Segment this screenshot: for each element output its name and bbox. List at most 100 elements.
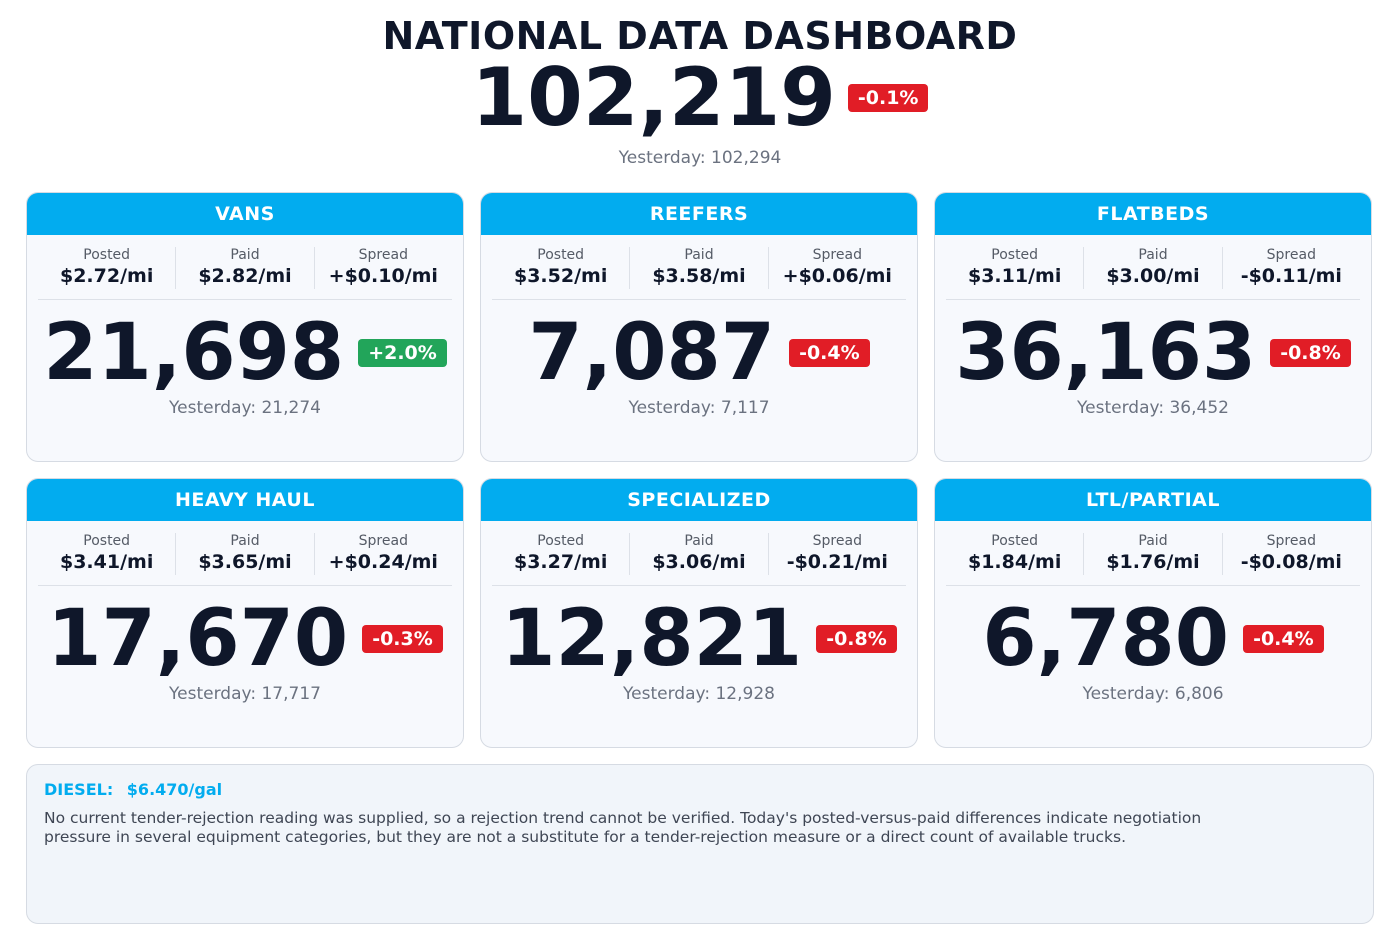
posted-rate: Posted $3.52/mi xyxy=(492,247,631,289)
spread-rate: Spread +$0.06/mi xyxy=(769,247,906,289)
posted-label: Posted xyxy=(537,247,585,263)
paid-rate: Paid $3.58/mi xyxy=(630,247,769,289)
rates-row: Posted $3.27/mi Paid $3.06/mi Spread -$0… xyxy=(492,521,906,586)
paid-rate: Paid $1.76/mi xyxy=(1084,533,1223,575)
total-row: 102,219 -0.1% xyxy=(0,56,1400,140)
total-change-badge: -0.1% xyxy=(847,84,929,112)
paid-rate: Paid $2.82/mi xyxy=(176,247,315,289)
card-heavy-haul: HEAVY HAUL Posted $3.41/mi Paid $3.65/mi… xyxy=(26,478,464,748)
market-note: No current tender-rejection reading was … xyxy=(44,809,1202,846)
change-badge: -0.3% xyxy=(362,625,443,653)
posted-label: Posted xyxy=(991,247,1039,263)
posted-rate: Posted $2.72/mi xyxy=(38,247,177,289)
yesterday-count: Yesterday: 36,452 xyxy=(1077,398,1229,418)
paid-value: $2.82/mi xyxy=(198,265,292,287)
posted-rate: Posted $3.11/mi xyxy=(946,247,1085,289)
spread-value: -$0.21/mi xyxy=(786,551,888,573)
change-badge: -0.4% xyxy=(1243,625,1324,653)
load-count: 36,163 xyxy=(955,308,1257,398)
posted-value: $3.52/mi xyxy=(513,265,608,287)
spread-rate: Spread +$0.10/mi xyxy=(315,247,452,289)
spread-label: Spread xyxy=(1266,247,1316,263)
spread-value: +$0.06/mi xyxy=(782,265,892,287)
spread-rate: Spread -$0.08/mi xyxy=(1223,533,1360,575)
rates-row: Posted $1.84/mi Paid $1.76/mi Spread -$0… xyxy=(946,521,1360,586)
posted-value: $2.72/mi xyxy=(59,265,154,287)
load-count: 7,087 xyxy=(528,308,776,398)
diesel-label: DIESEL: xyxy=(44,780,114,799)
spread-label: Spread xyxy=(358,533,408,549)
spread-rate: Spread +$0.24/mi xyxy=(315,533,452,575)
paid-value: $3.06/mi xyxy=(652,551,746,573)
rates-row: Posted $2.72/mi Paid $2.82/mi Spread +$0… xyxy=(38,235,452,300)
card-flatbeds: FLATBEDS Posted $3.11/mi Paid $3.00/mi S… xyxy=(934,192,1372,462)
change-badge: -0.8% xyxy=(816,625,897,653)
card-title: LTL/PARTIAL xyxy=(935,479,1371,521)
paid-label: Paid xyxy=(1138,533,1168,549)
posted-rate: Posted $3.41/mi xyxy=(38,533,177,575)
card-main: 12,821 -0.8% xyxy=(481,598,917,680)
card-title: SPECIALIZED xyxy=(481,479,917,521)
change-badge: +2.0% xyxy=(358,339,447,367)
posted-rate: Posted $3.27/mi xyxy=(492,533,631,575)
card-main: 17,670 -0.3% xyxy=(27,598,463,680)
card-title: FLATBEDS xyxy=(935,193,1371,235)
diesel-price: $6.470/gal xyxy=(126,780,223,799)
yesterday-count: Yesterday: 21,274 xyxy=(169,398,321,418)
yesterday-count: Yesterday: 17,717 xyxy=(169,684,321,704)
spread-label: Spread xyxy=(812,533,862,549)
spread-value: -$0.08/mi xyxy=(1240,551,1342,573)
card-reefers: REEFERS Posted $3.52/mi Paid $3.58/mi Sp… xyxy=(480,192,918,462)
posted-label: Posted xyxy=(83,533,131,549)
posted-value: $1.84/mi xyxy=(967,551,1062,573)
posted-label: Posted xyxy=(991,533,1039,549)
spread-rate: Spread -$0.11/mi xyxy=(1223,247,1360,289)
spread-rate: Spread -$0.21/mi xyxy=(769,533,906,575)
card-specialized: SPECIALIZED Posted $3.27/mi Paid $3.06/m… xyxy=(480,478,918,748)
load-count: 17,670 xyxy=(47,594,349,684)
spread-value: -$0.11/mi xyxy=(1240,265,1342,287)
paid-label: Paid xyxy=(230,533,260,549)
paid-label: Paid xyxy=(1138,247,1168,263)
yesterday-count: Yesterday: 7,117 xyxy=(628,398,770,418)
card-vans: VANS Posted $2.72/mi Paid $2.82/mi Sprea… xyxy=(26,192,464,462)
posted-value: $3.27/mi xyxy=(513,551,608,573)
paid-label: Paid xyxy=(684,247,714,263)
posted-label: Posted xyxy=(83,247,131,263)
posted-label: Posted xyxy=(537,533,585,549)
yesterday-count: Yesterday: 6,806 xyxy=(1082,684,1224,704)
paid-value: $3.00/mi xyxy=(1106,265,1200,287)
card-main: 36,163 -0.8% xyxy=(935,312,1371,394)
paid-rate: Paid $3.65/mi xyxy=(176,533,315,575)
rates-row: Posted $3.52/mi Paid $3.58/mi Spread +$0… xyxy=(492,235,906,300)
yesterday-count: Yesterday: 12,928 xyxy=(623,684,775,704)
rates-row: Posted $3.41/mi Paid $3.65/mi Spread +$0… xyxy=(38,521,452,586)
card-title: REEFERS xyxy=(481,193,917,235)
dashboard-header: NATIONAL DATA DASHBOARD 102,219 -0.1% Ye… xyxy=(0,14,1400,168)
spread-label: Spread xyxy=(1266,533,1316,549)
paid-label: Paid xyxy=(684,533,714,549)
card-title: VANS xyxy=(27,193,463,235)
rates-row: Posted $3.11/mi Paid $3.00/mi Spread -$0… xyxy=(946,235,1360,300)
total-value: 102,219 xyxy=(471,51,836,144)
load-count: 6,780 xyxy=(982,594,1230,684)
load-count: 21,698 xyxy=(43,308,345,398)
posted-rate: Posted $1.84/mi xyxy=(946,533,1085,575)
paid-label: Paid xyxy=(230,247,260,263)
card-ltl-partial: LTL/PARTIAL Posted $1.84/mi Paid $1.76/m… xyxy=(934,478,1372,748)
posted-value: $3.41/mi xyxy=(59,551,154,573)
load-count: 12,821 xyxy=(501,594,803,684)
paid-value: $3.58/mi xyxy=(652,265,746,287)
spread-value: +$0.10/mi xyxy=(328,265,438,287)
card-main: 7,087 -0.4% xyxy=(481,312,917,394)
card-main: 6,780 -0.4% xyxy=(935,598,1371,680)
total-yesterday: Yesterday: 102,294 xyxy=(618,148,782,168)
diesel-line: DIESEL: $6.470/gal xyxy=(44,780,1356,800)
spread-value: +$0.24/mi xyxy=(328,551,438,573)
diesel-panel: DIESEL: $6.470/gal No current tender-rej… xyxy=(26,764,1374,924)
paid-rate: Paid $3.06/mi xyxy=(630,533,769,575)
spread-label: Spread xyxy=(358,247,408,263)
spread-label: Spread xyxy=(812,247,862,263)
paid-rate: Paid $3.00/mi xyxy=(1084,247,1223,289)
page-title: NATIONAL DATA DASHBOARD xyxy=(382,14,1018,58)
